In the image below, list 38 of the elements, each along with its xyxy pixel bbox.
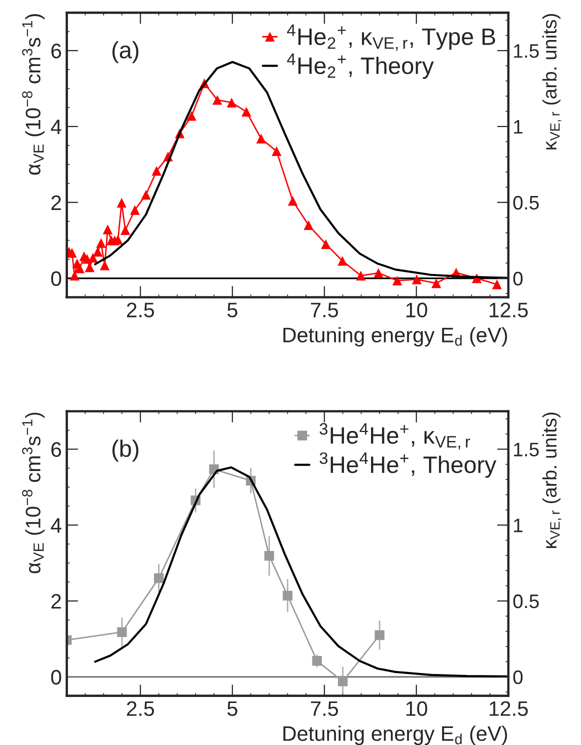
x-tick-label: 12.5: [490, 302, 528, 318]
x-tick-label: 2.5: [126, 701, 154, 716]
y2-tick-label: 1: [514, 518, 522, 532]
y-tick-label: 2: [51, 195, 61, 210]
y2-tick-label: 0: [513, 670, 523, 684]
x-tick-label: 12.5: [490, 701, 528, 716]
x-tick-label: 2.5: [126, 302, 154, 318]
legend-label: $^{4}$He$_{2}$$^{+}$, Theory: [287, 54, 434, 79]
x-tick-label: 10: [406, 701, 428, 716]
y2-tick-label: 1.5: [514, 442, 539, 456]
y-tick-label: 0: [51, 670, 62, 685]
y-tick-label: 4: [50, 518, 62, 533]
x-tick-label: 7.5: [310, 701, 338, 716]
y2-axis-title: κ$_{VE,r}$ (arb. units): [542, 14, 562, 150]
y-tick-label: 0: [51, 271, 62, 286]
x-axis-title: Detuning energy E$_{d}$ (eV): [283, 726, 508, 745]
text: α$_{VE}$ (10$^{−8}$ cm$^{3}$s$^{−1}$): [22, 14, 45, 175]
x-axis-title: Detuning energy E$_{d}$ (eV): [283, 327, 508, 347]
legend-label: $^{3}$He$^{4}$He$^{+}$, Theory: [320, 452, 496, 478]
annotation: (a): [112, 41, 138, 64]
x-tick-label: 5: [227, 701, 238, 716]
legend-label: $^{4}$He$_{2}$$^{+}$, κ$_{VE,r}$, Type B: [287, 24, 496, 51]
y2-tick-label: 1: [514, 120, 522, 134]
y2-tick-label: 0: [513, 272, 523, 286]
annotation: (b): [112, 440, 138, 462]
x-tick-label: 5: [227, 302, 238, 318]
legend-label: $^{3}$He$^{4}$He$^{+}$, κ$_{VE,r}$: [320, 423, 470, 450]
y-tick-label: 6: [51, 44, 62, 58]
x-tick-label: 7.5: [310, 302, 338, 318]
y-tick-label: 4: [50, 120, 62, 134]
text: α$_{VE}$ (10$^{−8}$ cm$^{3}$s$^{−1}$): [22, 412, 45, 574]
y2-tick-label: 0.5: [513, 196, 539, 210]
y2-axis-title: κ$_{VE,r}$ (arb. units): [542, 412, 562, 548]
y-tick-label: 2: [51, 594, 61, 609]
y2-tick-label: 0.5: [513, 594, 539, 608]
x-tick-label: 10: [406, 302, 428, 318]
y-tick-label: 6: [51, 442, 62, 457]
y2-tick-label: 1.5: [514, 44, 539, 58]
